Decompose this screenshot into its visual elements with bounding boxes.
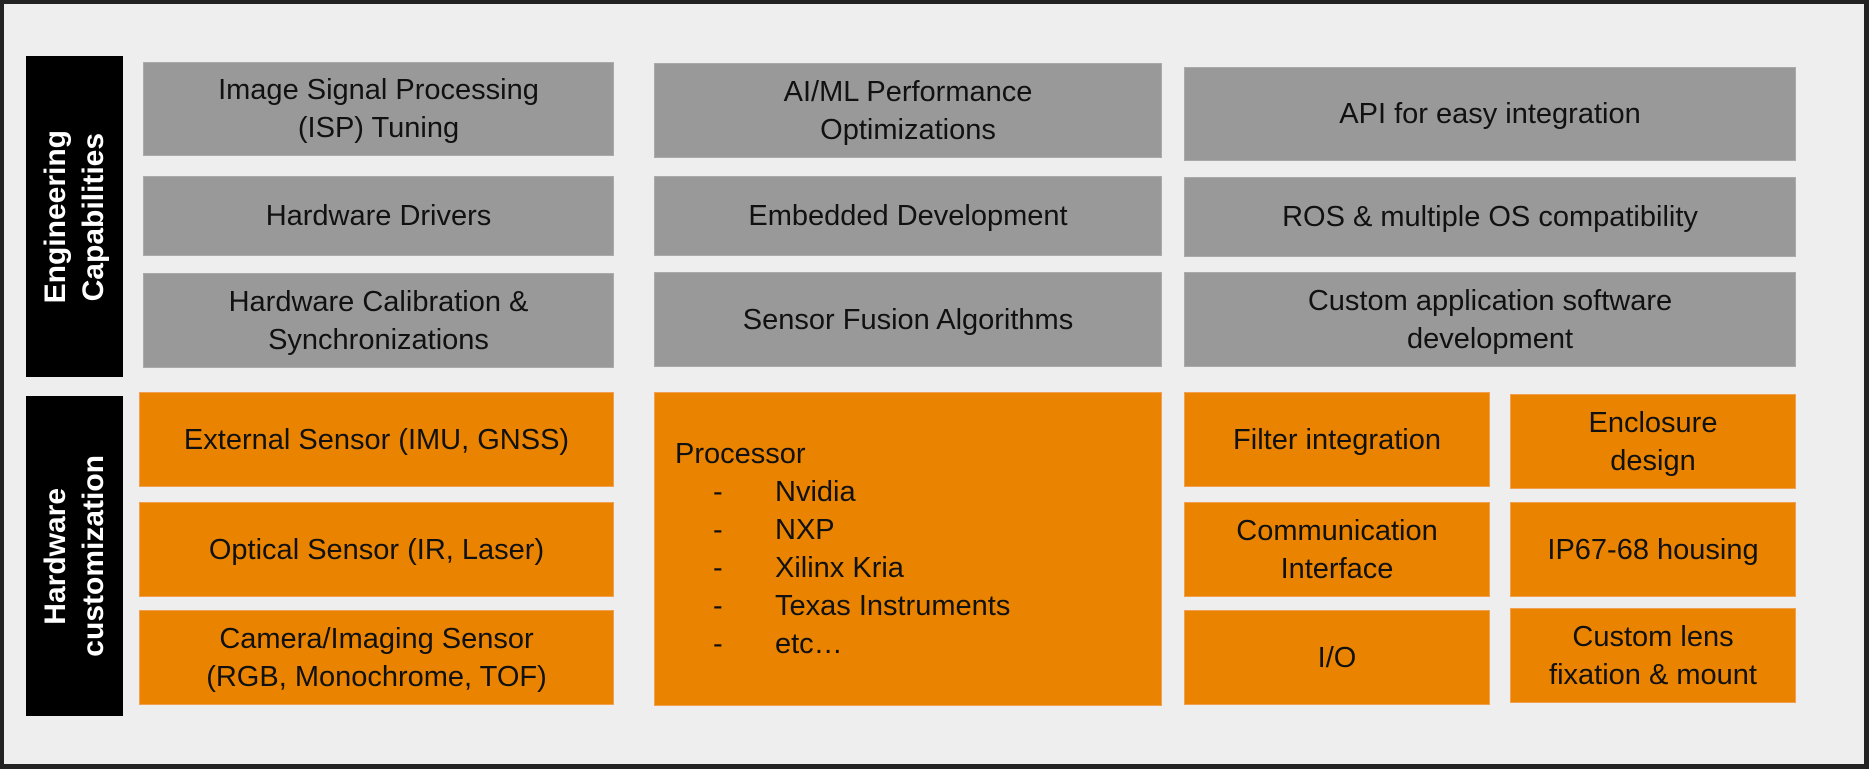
label-line: Capabilities <box>76 132 110 301</box>
processor-option: - Texas Instruments <box>675 587 1010 625</box>
diagram-frame: Engineering Capabilities Hardware customiz… <box>4 4 1864 764</box>
box-text-line: ROS & multiple OS compatibility <box>1282 201 1698 233</box>
label-line: customization <box>76 455 110 657</box>
processor-option: - Xilinx Kria <box>675 549 1010 587</box>
box-text-line: Camera/Imaging Sensor <box>219 622 534 655</box>
processor-name: Xilinx Kria <box>775 552 904 584</box>
box-text-line: design <box>1610 444 1696 477</box>
box-text-line: API for easy integration <box>1339 98 1641 130</box>
box-text-line: Interface <box>1280 552 1394 585</box>
bullet: - <box>713 628 723 660</box>
box-text-line: External Sensor (IMU, GNSS) <box>183 423 570 456</box>
processor-name: Nvidia <box>775 476 856 508</box>
engineering-item: ROS & multiple OS compatibility <box>1184 177 1796 257</box>
processor-name: NXP <box>775 514 835 546</box>
box-text-line: development <box>1406 322 1574 355</box>
processor-option: - etc… <box>675 625 1010 663</box>
box-text-line: Custom application software <box>1307 284 1673 317</box>
bullet: - <box>713 514 723 546</box>
engineering-item: Image Signal Processing (ISP) Tuning <box>143 62 614 156</box>
engineering-capabilities-label: Engineering Capabilities <box>26 56 123 377</box>
engineering-item: API for easy integration <box>1184 67 1796 161</box>
sensor-item: Camera/Imaging Sensor (RGB, Monochrome, T… <box>139 610 614 705</box>
label-line: Hardware <box>38 487 72 625</box>
label-line: Engineering <box>38 129 72 304</box>
engineering-item: Hardware Drivers <box>143 176 614 256</box>
mechanical-item: Enclosure design <box>1510 394 1796 489</box>
box-text-line: (RGB, Monochrome, TOF) <box>206 660 547 693</box>
engineering-item: Embedded Development <box>654 176 1162 256</box>
box-text-line: Enclosure <box>1588 406 1718 439</box>
processor-title: Processor <box>675 438 806 470</box>
box-text-line: Communication <box>1236 514 1438 547</box>
engineering-item: Hardware Calibration & Synchronizations <box>143 273 614 368</box>
sensor-item: External Sensor (IMU, GNSS) <box>139 392 614 487</box>
bullet: - <box>713 552 723 584</box>
sensor-item: Optical Sensor (IR, Laser) <box>139 502 614 597</box>
box-text-line: Hardware Drivers <box>265 200 492 232</box>
engineering-item: AI/ML Performance Optimizations <box>654 63 1162 158</box>
interface-item: I/O <box>1184 610 1490 705</box>
box-text-line: Sensor Fusion Algorithms <box>742 303 1074 336</box>
processor-option: - Nvidia <box>675 473 1010 511</box>
mechanical-item: IP67-68 housing <box>1510 502 1796 597</box>
processor-name: Texas Instruments <box>775 590 1011 622</box>
box-text-line: Custom lens <box>1572 620 1734 653</box>
processor-option: - NXP <box>675 511 1010 549</box>
bullet: - <box>713 590 723 622</box>
box-text-line: Filter integration <box>1233 423 1441 456</box>
bullet: - <box>713 476 723 508</box>
box-text-line: IP67-68 housing <box>1547 533 1759 566</box>
box-text-line: Optimizations <box>820 113 996 146</box>
box-text-line: Embedded Development <box>748 200 1068 232</box>
processor-list: - Nvidia - NXP - Xilinx Kria - Texas Instrument… <box>675 473 1010 663</box>
mechanical-item: Custom lens fixation & mount <box>1510 608 1796 703</box>
box-text-line: Synchronizations <box>268 323 489 356</box>
box-text-line: I/O <box>1317 641 1357 674</box>
box-text-line: Image Signal Processing <box>218 74 539 106</box>
engineering-item: Custom application software development <box>1184 272 1796 367</box>
processor-box: Processor - Nvidia - NXP - Xilinx Kria - Texas … <box>654 392 1162 706</box>
engineering-item: Sensor Fusion Algorithms <box>654 272 1162 367</box>
box-text-line: Optical Sensor (IR, Laser) <box>208 533 545 566</box>
box-text-line: fixation & mount <box>1549 658 1757 691</box>
hardware-customization-label: Hardware customization <box>26 396 123 716</box>
box-text-line: Hardware Calibration & <box>228 285 529 318</box>
box-text-line: AI/ML Performance <box>783 75 1033 108</box>
interface-item: Communication Interface <box>1184 502 1490 597</box>
interface-item: Filter integration <box>1184 392 1490 487</box>
processor-name: etc… <box>775 628 843 660</box>
box-text-line: (ISP) Tuning <box>297 112 460 144</box>
